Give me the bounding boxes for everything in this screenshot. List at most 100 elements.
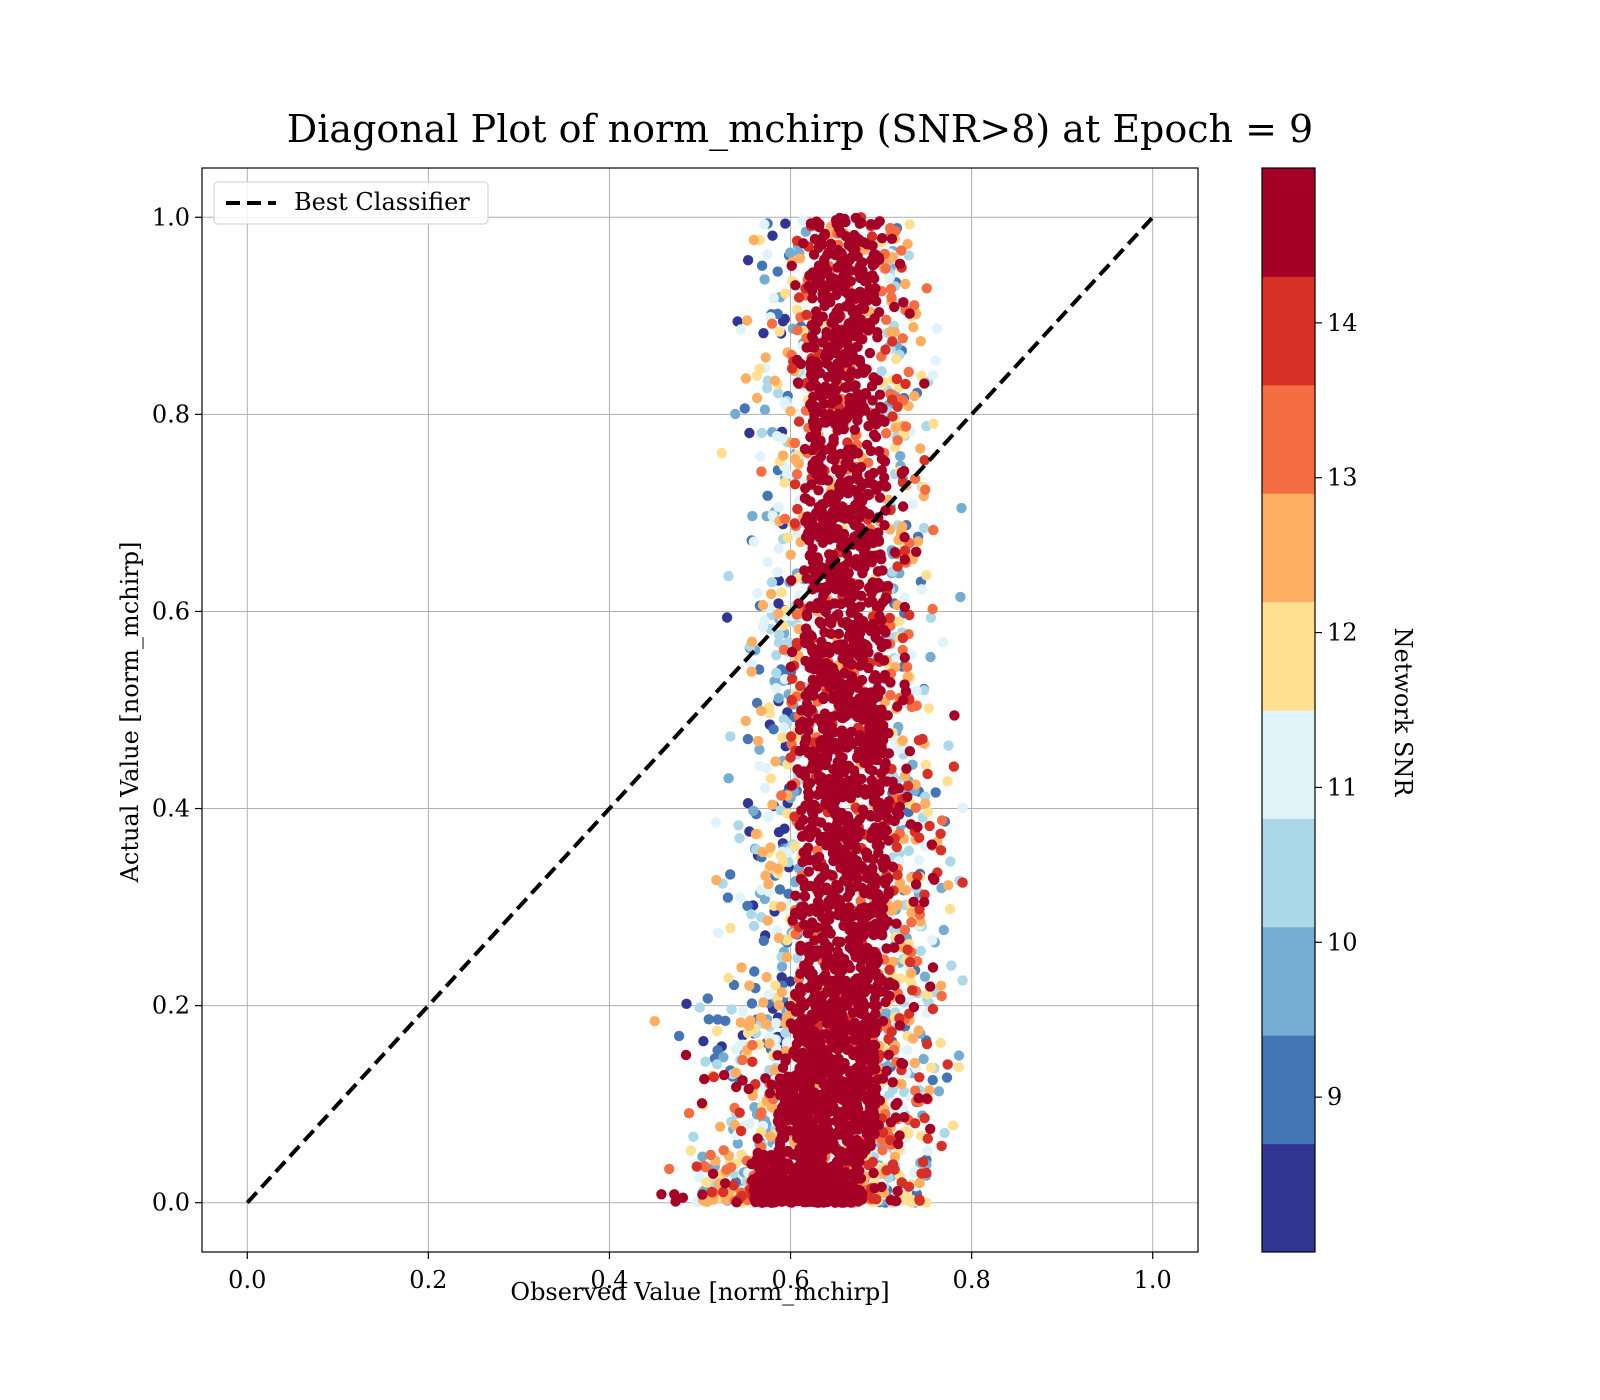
scatter-point	[806, 704, 817, 715]
scatter-point	[863, 509, 875, 520]
scatter-point	[819, 1044, 831, 1055]
scatter-point	[847, 832, 858, 844]
scatter-point	[898, 297, 909, 308]
scatter-point	[816, 499, 828, 510]
scatter-point	[822, 371, 833, 383]
scatter-point	[718, 1145, 729, 1156]
scatter-point	[735, 1017, 746, 1028]
scatter-point	[826, 347, 837, 358]
scatter-point	[832, 1183, 843, 1194]
scatter-point	[876, 233, 888, 244]
scatter-point	[725, 731, 736, 742]
scatter-point	[811, 423, 822, 434]
scatter-point	[848, 531, 860, 543]
scatter-point	[775, 1123, 786, 1134]
scatter-point	[897, 632, 909, 644]
scatter-point	[833, 303, 845, 314]
scatter-point	[901, 1045, 913, 1056]
scatter-point	[925, 1123, 936, 1135]
scatter-point	[919, 378, 930, 389]
scatter-point	[869, 872, 881, 883]
scatter-point	[852, 251, 863, 262]
scatter-point	[908, 322, 919, 333]
scatter-point	[804, 535, 815, 546]
scatter-point	[754, 363, 765, 375]
scatter-point	[821, 677, 832, 688]
scatter-point	[735, 1125, 747, 1137]
scatter-point	[786, 260, 797, 271]
colorbar-segment	[1262, 384, 1315, 494]
scatter-point	[789, 811, 800, 822]
scatter-point	[858, 912, 870, 924]
scatter-point	[858, 688, 869, 699]
scatter-point	[933, 1086, 945, 1097]
scatter-point	[908, 896, 919, 907]
scatter-point	[869, 293, 880, 305]
scatter-points	[649, 212, 968, 1208]
scatter-point	[943, 740, 954, 751]
scatter-point	[763, 886, 775, 897]
scatter-point	[664, 1163, 675, 1175]
scatter-point	[819, 398, 830, 409]
scatter-point	[916, 584, 927, 595]
scatter-point	[765, 860, 776, 872]
scatter-point	[854, 1191, 866, 1203]
scatter-point	[829, 454, 840, 466]
scatter-point	[854, 234, 865, 246]
scatter-point	[876, 615, 887, 626]
scatter-point	[871, 1194, 882, 1205]
scatter-point	[688, 1131, 699, 1143]
scatter-point	[838, 766, 849, 778]
scatter-point	[867, 863, 878, 874]
scatter-point	[886, 292, 897, 303]
scatter-point	[920, 759, 931, 771]
scatter-point	[798, 1153, 809, 1165]
scatter-point	[873, 527, 884, 538]
scatter-point	[816, 618, 827, 630]
scatter-point	[848, 1182, 859, 1193]
scatter-point	[798, 238, 809, 249]
scatter-point	[935, 845, 947, 856]
scatter-point	[765, 773, 776, 784]
scatter-point	[765, 1177, 777, 1188]
scatter-point	[897, 735, 908, 746]
scatter-point	[769, 1064, 780, 1076]
scatter-point	[785, 661, 797, 673]
scatter-point	[903, 250, 914, 261]
scatter-point	[847, 1077, 859, 1088]
scatter-point	[817, 337, 828, 348]
scatter-point	[808, 342, 819, 353]
scatter-point	[894, 1130, 905, 1141]
scatter-point	[764, 1087, 776, 1099]
scatter-point	[835, 479, 846, 490]
scatter-point	[813, 461, 824, 472]
scatter-point	[748, 234, 760, 246]
scatter-point	[791, 469, 803, 480]
scatter-point	[806, 917, 818, 928]
scatter-point	[865, 528, 876, 539]
scatter-point	[901, 1194, 912, 1205]
scatter-point	[765, 1131, 776, 1142]
scatter-point	[854, 303, 866, 315]
scatter-point	[821, 1012, 832, 1023]
scatter-point	[857, 536, 869, 547]
scatter-point	[843, 341, 854, 352]
scatter-point	[879, 520, 890, 531]
scatter-point	[832, 950, 844, 961]
colorbar-tick-label: 10	[1327, 928, 1358, 956]
scatter-point	[805, 496, 816, 507]
scatter-point	[779, 397, 791, 409]
scatter-point	[731, 1081, 742, 1093]
scatter-point	[792, 325, 803, 336]
scatter-point	[957, 802, 968, 814]
scatter-point	[795, 1163, 806, 1175]
scatter-point	[858, 638, 869, 649]
scatter-point	[756, 1107, 767, 1118]
scatter-point	[796, 805, 807, 816]
scatter-point	[771, 650, 782, 661]
scatter-point	[847, 1007, 859, 1018]
scatter-point	[715, 1121, 726, 1133]
scatter-point	[921, 570, 932, 581]
scatter-point	[758, 328, 769, 339]
